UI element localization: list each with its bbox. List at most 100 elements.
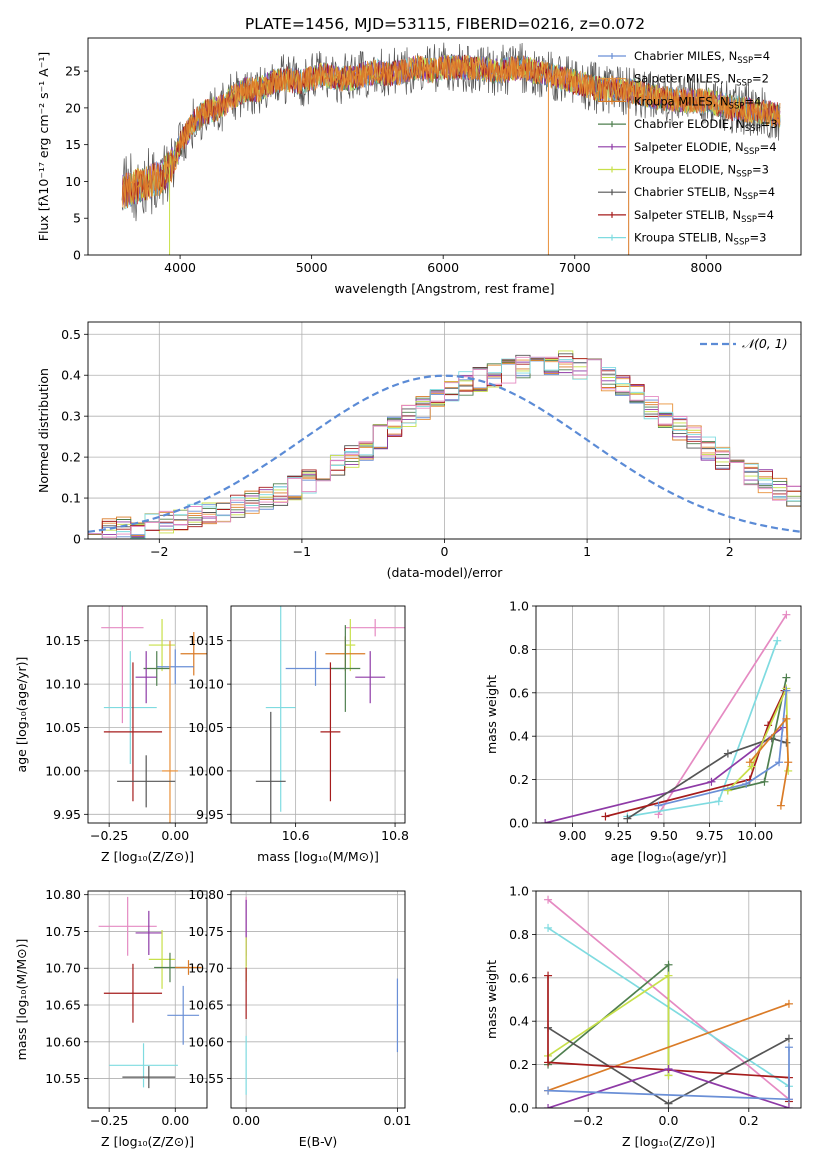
residual-histogram	[88, 358, 801, 539]
legend-label-sub: SSP	[737, 56, 753, 66]
plot-area-spectrum	[121, 42, 781, 255]
legend-label: Kroupa STELIB, NSSP=3	[634, 231, 766, 248]
x-axis-label: Z [log₁₀(Z/Z⊙)]	[622, 1134, 715, 1149]
plot-area-age_vs_Z	[101, 606, 207, 823]
legend-label: Chabrier MILES, NSSP=4	[634, 49, 770, 66]
legend-label-main: Kroupa STELIB, N	[634, 231, 734, 245]
axes-frame	[87, 605, 208, 824]
legend-label-sub: SSP	[745, 124, 761, 134]
y-tick-label: 0.4	[509, 729, 529, 744]
plot-area-mass_vs_Z	[98, 896, 202, 1089]
y-tick-label: 10.60	[45, 1034, 81, 1049]
y-tick-label: 10.05	[45, 720, 81, 735]
axes-frame	[87, 890, 208, 1109]
x-tick-label: 9.25	[604, 828, 632, 843]
x-tick-label: −0.25	[90, 1113, 128, 1128]
y-tick-label: 20	[65, 100, 81, 115]
x-axis-label: Z [log₁₀(Z/Z⊙)]	[101, 1134, 194, 1149]
weight-line	[626, 737, 787, 820]
y-axis-label: mass weight	[484, 675, 499, 754]
x-tick-label: 10.6	[282, 828, 310, 843]
weight-line	[547, 974, 670, 1076]
y-tick-label: 0.0	[509, 1101, 529, 1116]
y-tick-label: 10.05	[188, 720, 224, 735]
plot-area-weight_vs_age	[541, 610, 793, 823]
x-axis-label: wavelength [Angstrom, rest frame]	[334, 281, 554, 296]
panel-weight_vs_age: 9.00 9.25 9.50 9.75 10.00 0.0 0.2 0.4 0.6 0.8 1.0 a…	[484, 599, 802, 864]
axes-frame	[87, 37, 802, 256]
legend-label-tail: =3	[761, 117, 778, 131]
legend-label-main: Salpeter MILES, N	[634, 72, 736, 86]
gaussian-curve	[88, 374, 801, 533]
weight-line	[749, 716, 790, 806]
x-axis-label: mass [log₁₀(M/M⊙)]	[257, 849, 379, 864]
legend-label-tail: =3	[749, 231, 766, 245]
legend-label-tail: =3	[752, 163, 769, 177]
y-tick-label: 0.4	[61, 368, 81, 383]
x-tick-label: 4000	[164, 260, 196, 275]
y-tick-label: 15	[65, 137, 81, 152]
legend-label-main: Kroupa MILES, N	[634, 94, 729, 108]
y-tick-label: 0.1	[61, 491, 81, 506]
legend-label-main: Salpeter ELODIE, N	[634, 140, 744, 154]
y-tick-label: 25	[65, 64, 81, 79]
y-tick-label: 0	[73, 248, 81, 263]
x-axis-label: E(B-V)	[299, 1134, 338, 1149]
legend-label: Salpeter STELIB, NSSP=4	[634, 208, 774, 225]
x-tick-label: −2	[150, 544, 168, 559]
legend-label-tail: =4	[744, 94, 761, 108]
y-tick-label: 0.4	[509, 1014, 529, 1029]
legend-label: Salpeter ELODIE, NSSP=4	[634, 140, 777, 157]
x-tick-label: −0.2	[573, 1113, 603, 1128]
legend-label-main: Chabrier MILES, N	[634, 49, 737, 63]
legend-label: Chabrier ELODIE, NSSP=3	[634, 117, 778, 134]
y-tick-label: 9.95	[53, 807, 81, 822]
spectrum-line	[121, 54, 781, 209]
y-tick-label: 1.0	[509, 599, 529, 614]
x-tick-label: 0.00	[161, 1113, 189, 1128]
y-tick-label: 0.2	[509, 1057, 529, 1072]
y-axis-label: mass [log₁₀(M/M⊙)]	[14, 939, 29, 1061]
spectrum-line	[121, 54, 781, 209]
x-tick-label: 1	[583, 544, 591, 559]
legend-label-sub: SSP	[744, 147, 760, 157]
axes-frame	[230, 605, 406, 824]
y-tick-label: 0.5	[61, 327, 81, 342]
y-tick-label: 10.75	[188, 924, 224, 939]
legend-label-sub: SSP	[741, 215, 757, 225]
axes-frame	[535, 890, 802, 1109]
figure-title: PLATE=1456, MJD=53115, FIBERID=0216, z=0…	[245, 15, 645, 33]
axes-frame	[230, 890, 406, 1109]
y-tick-label: 10.15	[45, 633, 81, 648]
y-tick-label: 10.10	[45, 677, 81, 692]
legend-label-main: Chabrier STELIB, N	[634, 185, 742, 199]
y-tick-label: 10.75	[45, 924, 81, 939]
legend-label-tail: =4	[753, 49, 770, 63]
legend-label-sub: SSP	[729, 101, 745, 111]
residual-histogram	[88, 356, 801, 539]
weight-line	[547, 1003, 790, 1092]
panel-residuals: −2 −1 0 1 2 0 0.1 0.2 0.3 0.4 0.5 (data-model)/erro…	[36, 321, 802, 580]
y-tick-label: 0.6	[509, 685, 529, 700]
y-tick-label: 10.65	[45, 998, 81, 1013]
y-tick-label: 1.0	[509, 884, 529, 899]
legend-label-sub: SSP	[734, 238, 750, 248]
x-tick-label: 9.50	[650, 828, 678, 843]
weight-line	[547, 962, 670, 1076]
legend-label: Chabrier STELIB, NSSP=4	[634, 185, 775, 202]
residual-histogram	[88, 358, 801, 539]
x-tick-label: 10.8	[381, 828, 409, 843]
y-tick-label: 10.70	[188, 961, 224, 976]
y-tick-label: 0.0	[509, 816, 529, 831]
x-axis-label: age [log₁₀(age/yr)]	[611, 849, 727, 864]
y-tick-label: 10.80	[188, 887, 224, 902]
x-tick-label: 0.00	[161, 828, 189, 843]
legend-label-main: Chabrier ELODIE, N	[634, 117, 745, 131]
y-axis-label: Normed distribution	[36, 368, 51, 493]
x-tick-label: 6000	[427, 260, 459, 275]
residual-histogram	[88, 356, 801, 539]
y-tick-label: 10.55	[188, 1071, 224, 1086]
y-axis-label: Flux [fλ10⁻¹⁷ erg cm⁻² s⁻¹ A⁻¹]	[36, 52, 51, 241]
x-tick-label: 0	[441, 544, 449, 559]
